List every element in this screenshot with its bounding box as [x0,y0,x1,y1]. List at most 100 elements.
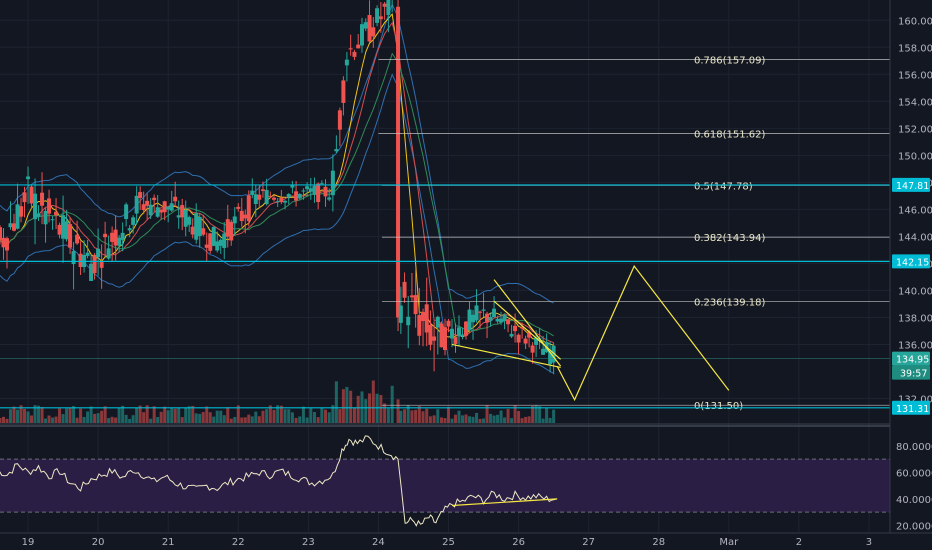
candle-body [148,204,153,216]
level-price-badge[interactable] [892,177,930,192]
candle-body [450,328,455,339]
pattern-drawings[interactable] [451,264,730,402]
volume-bar [352,407,356,423]
volume-bar [334,381,338,423]
volume-bar [233,416,237,423]
level-price-badge[interactable] [892,254,930,269]
candle-body [61,215,66,239]
volume-bar [79,408,83,423]
volume-bar [298,416,302,423]
rsi-tick-label: 60.0000 [896,468,932,479]
volume-bar [283,409,287,423]
volume-bar [527,416,531,423]
volume-bar [396,399,400,423]
fib-level-label: 0.236(139.18) [694,298,766,309]
volume-bar [201,411,205,423]
level-price-badge[interactable] [892,400,930,415]
candle-body [460,334,465,336]
price-tick-label: 146.00 [898,205,932,216]
volume-bar [403,409,407,423]
price-axis-bg [890,0,932,550]
candle-body [113,229,118,246]
wedge-trendline[interactable] [451,343,561,369]
candle-body [551,345,556,363]
volume-bar [406,405,410,423]
candle-body [352,51,357,57]
wedge-trendline[interactable] [493,279,562,367]
candle-body [19,206,24,217]
candle-body [471,314,476,323]
volume-bar [12,406,16,423]
volume-bar [208,412,212,423]
candle-body [131,217,136,225]
candle-body [166,206,171,210]
time-axis-bg [0,533,932,550]
candle-body [187,217,192,225]
rsi-band [0,459,890,513]
price-tick-label: 136.00 [898,340,932,351]
volume-bar [138,405,142,423]
volume-bar [61,414,65,423]
candle-body [421,311,426,322]
volume-bar [145,405,149,423]
candle-body [134,195,139,214]
volume-bar [219,410,223,423]
candle-body [417,315,422,336]
wedge-trendline[interactable] [493,300,562,360]
projection-path[interactable] [556,264,730,402]
candle-body [0,227,2,241]
volume-bar [349,390,353,423]
candle-body [513,325,518,332]
volume-bar [89,406,93,423]
volume-bar [492,415,496,423]
volume-bar [287,409,291,423]
fib-level-label: 0(131.50) [694,401,743,412]
candle-body [152,197,157,201]
volume-bar [443,418,447,423]
candle-body [40,192,45,206]
volume-bar [156,416,160,423]
candle-body [406,316,411,326]
volume-bar [121,405,125,423]
volume-bar [9,409,13,423]
candle-body [319,183,324,185]
volume-bar [254,411,258,423]
horizontal-levels[interactable] [0,184,890,409]
volume-bar [194,413,198,423]
candle-body [190,226,195,235]
volume-bar [517,411,521,423]
volume-bar [450,418,454,423]
candle-body [375,8,380,23]
volume-bar [26,411,30,423]
candle-body [8,223,13,228]
volume-bar [51,417,55,423]
candle-body [155,207,160,217]
candle-body [344,59,349,66]
candle-body [89,263,94,281]
candle-body [57,224,62,235]
candle-body [68,224,73,248]
volume-bar [499,410,503,423]
volume-bar [454,414,458,423]
current-price-badge [892,351,930,366]
volume-bar [548,417,552,423]
volume-bar [541,418,545,423]
ma-slow [0,52,554,337]
candle-body [96,248,101,258]
candle-body [337,110,342,130]
volume-bar [250,416,254,423]
candle-body [502,314,507,322]
volume-bar [187,406,191,423]
candle-body [316,183,321,202]
candle-body [548,351,553,365]
volume-bar [0,418,2,423]
rsi-divergence-line[interactable] [451,498,558,507]
candle-body [218,239,223,246]
candle-body [117,237,122,246]
rsi-tick-label: 20.0000 [896,521,932,532]
time-tick-label: 27 [582,537,595,548]
volume-bar [72,406,76,423]
